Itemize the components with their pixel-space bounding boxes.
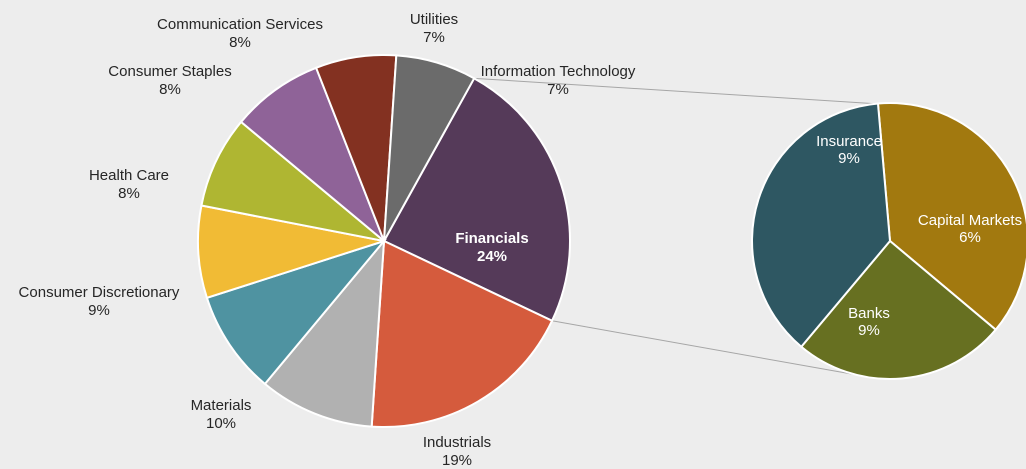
slice-industrials xyxy=(370,239,554,428)
slice-name-consumer-discretionary: Consumer Discretionary xyxy=(19,284,180,301)
slice-value-communication-services: 8% xyxy=(229,34,251,51)
slice-communication-services xyxy=(239,66,385,242)
slice-name-information-technology: Information Technology xyxy=(481,63,636,80)
slice-consumer-staples xyxy=(200,120,385,242)
main-pie xyxy=(197,54,571,428)
breakout-pie xyxy=(751,102,1026,380)
slice-name-banks: Banks xyxy=(848,305,890,322)
slice-name-insurance: Insurance xyxy=(816,133,882,150)
slice-name-capital-markets: Capital Markets xyxy=(918,212,1022,229)
slice-name-financials: Financials xyxy=(455,230,528,247)
slice-value-health-care: 8% xyxy=(118,185,140,202)
slice-information-technology xyxy=(383,54,476,242)
slice-value-information-technology: 7% xyxy=(547,81,569,98)
connector-line-bottom xyxy=(551,320,876,379)
slice-consumer-discretionary xyxy=(205,238,387,386)
slice-value-industrials: 19% xyxy=(442,452,472,469)
slice-name-materials: Materials xyxy=(191,397,252,414)
slice-name-communication-services: Communication Services xyxy=(157,16,323,33)
slice-financials xyxy=(382,76,571,323)
connector-line-top xyxy=(474,77,876,105)
slice-name-utilities: Utilities xyxy=(410,11,458,28)
slice-value-materials: 10% xyxy=(206,415,236,432)
slice-health-care xyxy=(197,204,385,300)
slice-name-health-care: Health Care xyxy=(89,167,169,184)
slice-value-consumer-staples: 8% xyxy=(159,81,181,98)
slice-value-consumer-discretionary: 9% xyxy=(88,302,110,319)
slice-name-consumer-staples: Consumer Staples xyxy=(108,63,231,80)
slice-materials xyxy=(263,237,386,428)
slice-value-insurance: 9% xyxy=(838,150,860,167)
slice-value-banks: 9% xyxy=(858,322,880,339)
connector-lines xyxy=(474,77,876,379)
slice-name-industrials: Industrials xyxy=(423,434,491,451)
slice-capital-markets xyxy=(799,239,998,380)
slice-value-capital-markets: 6% xyxy=(959,229,981,246)
slice-insurance xyxy=(876,102,1026,332)
slice-banks xyxy=(751,102,892,349)
slice-value-utilities: 7% xyxy=(423,29,445,46)
slice-value-financials: 24% xyxy=(477,248,507,265)
